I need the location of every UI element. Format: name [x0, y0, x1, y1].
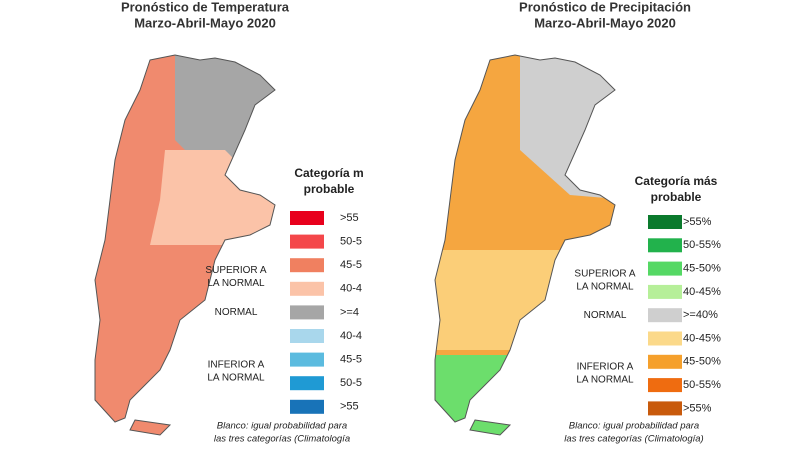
legend-swatch	[648, 378, 682, 393]
group-label: LA NORMAL	[207, 373, 265, 384]
legend-title: Categoría más	[635, 174, 718, 188]
legend-label: 45-5	[340, 259, 362, 271]
legend-swatch	[648, 401, 682, 416]
legend-swatch	[290, 376, 324, 391]
legend-swatch	[290, 305, 324, 320]
group-label: INFERIOR A	[577, 362, 634, 373]
footnote: Blanco: igual probabilidad para	[569, 421, 699, 432]
legend-swatch	[648, 308, 682, 323]
legend-label: 45-50%	[683, 356, 721, 368]
legend-title: probable	[651, 190, 702, 204]
legend-label: >55	[340, 401, 359, 413]
legend-label: >55	[340, 212, 359, 224]
legend-swatch	[648, 215, 682, 229]
legend-swatch	[290, 211, 324, 225]
legend-swatch	[648, 331, 682, 346]
map-title: Pronóstico de Temperatura	[121, 0, 290, 14]
legend-label: 50-5	[340, 377, 362, 389]
legend-swatch	[648, 354, 682, 369]
legend-label: 50-55%	[683, 239, 721, 251]
legend-label: >=4	[340, 306, 359, 318]
footnote: las tres categorías (Climatología)	[564, 434, 703, 445]
legend-label: >55%	[683, 402, 712, 414]
legend-swatch	[290, 281, 324, 296]
group-label: INFERIOR A	[208, 360, 265, 371]
legend-title: Categoría m	[294, 166, 363, 180]
map-subtitle: Marzo-Abril-Mayo 2020	[134, 15, 276, 30]
group-label: NORMAL	[584, 310, 627, 321]
legend-swatch	[648, 284, 682, 299]
footnote: Blanco: igual probabilidad para	[217, 421, 347, 432]
legend-label: >55%	[683, 216, 712, 228]
map-subtitle: Marzo-Abril-Mayo 2020	[534, 15, 676, 30]
group-label: SUPERIOR A	[205, 265, 266, 276]
legend-swatch	[290, 352, 324, 367]
legend-swatch	[290, 329, 324, 343]
legend-label: 45-50%	[683, 263, 721, 275]
legend-label: 40-45%	[683, 286, 721, 298]
legend-label: >=40%	[683, 309, 718, 321]
group-label: SUPERIOR A	[574, 268, 635, 279]
map-title: Pronóstico de Precipitación	[519, 0, 691, 14]
group-label: LA NORMAL	[207, 278, 265, 289]
group-label: LA NORMAL	[576, 375, 634, 386]
group-label: LA NORMAL	[576, 281, 634, 292]
legend-label: 40-4	[340, 283, 362, 295]
legend-label: 50-5	[340, 236, 362, 248]
legend-label: 40-4	[340, 330, 362, 342]
legend-swatch	[290, 399, 324, 414]
legend-swatch	[290, 258, 324, 273]
legend-title: probable	[304, 182, 355, 196]
legend-swatch	[648, 238, 682, 253]
legend-swatch	[290, 234, 324, 249]
legend-label: 45-5	[340, 354, 362, 366]
footnote: las tres categorías (Climatología	[214, 434, 350, 445]
legend-label: 50-55%	[683, 379, 721, 391]
legend-swatch	[648, 261, 682, 276]
group-label: NORMAL	[215, 307, 258, 318]
legend-label: 40-45%	[683, 332, 721, 344]
